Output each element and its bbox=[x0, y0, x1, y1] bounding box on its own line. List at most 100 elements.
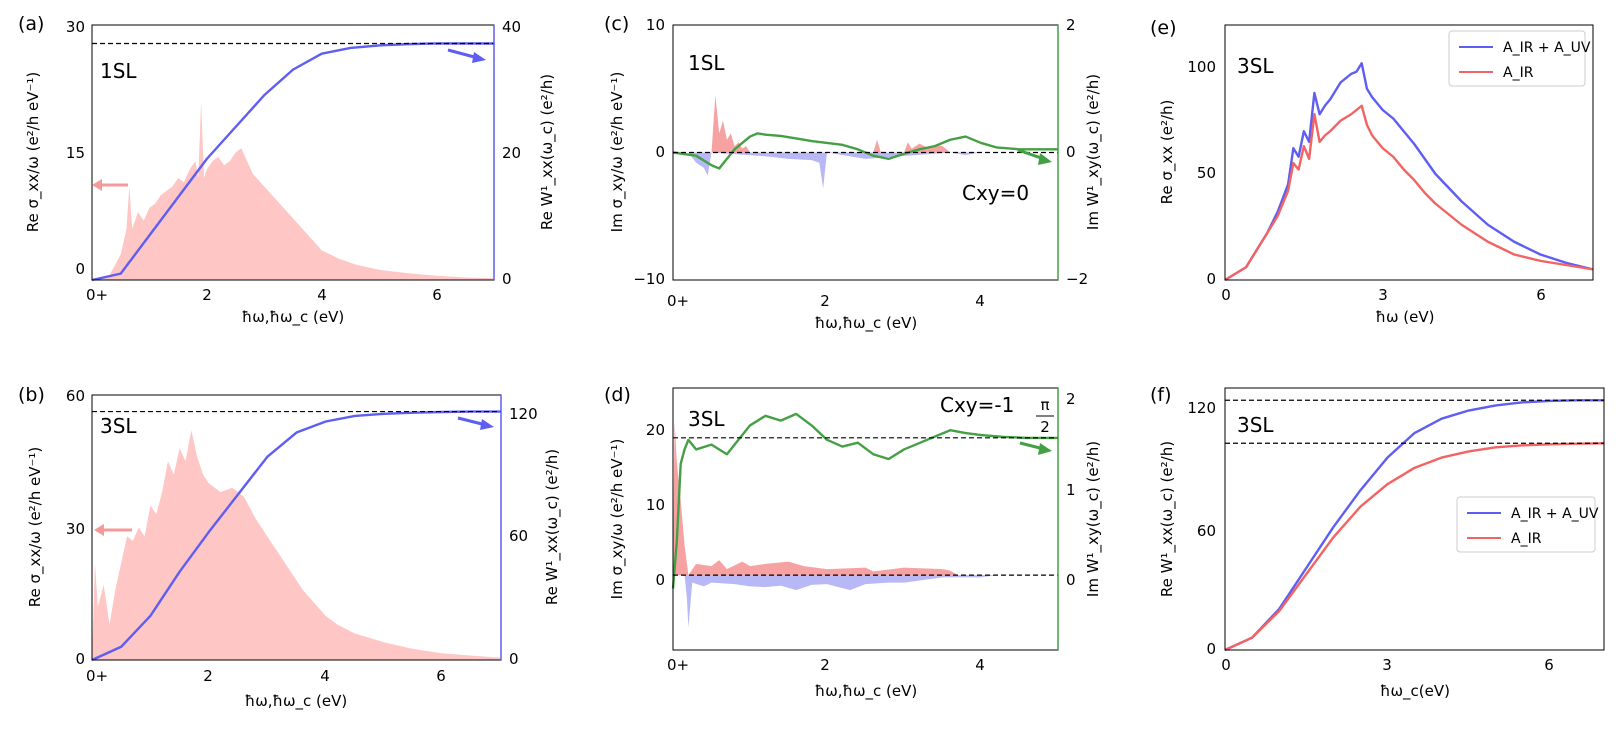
panel-b-series-re-w1xx-c- bbox=[91, 410, 501, 662]
panel-e-xtick-0: 0 bbox=[1221, 286, 1231, 304]
panel-b-xtick-3: 6 bbox=[436, 667, 446, 685]
panel-c: (c) 1SL Cxy=0 −10 0 10 −2 0 2 0+ 2 4 ħω,… bbox=[604, 13, 1103, 333]
panel-a: (a) 1SL 0 15 30 0 20 40 0+ 2 4 6 ħω,ħω_c… bbox=[18, 13, 557, 327]
panel-b-ytick-right-2: 120 bbox=[509, 405, 538, 423]
panel-c-chern-label: Cxy=0 bbox=[962, 181, 1029, 205]
panel-a-xtick-0: 0+ bbox=[86, 286, 108, 304]
panel-a-ytick-left-1: 15 bbox=[66, 144, 85, 162]
panel-a-series-re-w1xx-c- bbox=[91, 42, 494, 282]
panel-b-ytick-left-1: 30 bbox=[66, 520, 85, 538]
panel-b-xtick-2: 4 bbox=[320, 667, 330, 685]
panel-a-ylabel-right: Re W¹_xx(ω_c) (e²/h) bbox=[538, 74, 557, 230]
panel-b-plot-area bbox=[91, 410, 501, 662]
panel-d-xlabel: ħω,ħω_c (eV) bbox=[815, 682, 917, 701]
panel-d-ytick-right-2: 2 bbox=[1066, 390, 1076, 408]
panel-f-series-a-ir-a-uv bbox=[1224, 399, 1604, 652]
panel-c-series-im-xy-positive- bbox=[711, 95, 951, 153]
panel-e-note: 3SL bbox=[1237, 54, 1274, 78]
panel-f-xlabel: ħω_c(eV) bbox=[1380, 682, 1450, 701]
panel-f-xtick-0: 0 bbox=[1221, 656, 1231, 674]
panel-b-series-re-xx- bbox=[92, 430, 501, 660]
panel-c-ytick-left-0: −10 bbox=[633, 270, 665, 288]
panel-e-ytick-1: 50 bbox=[1197, 164, 1216, 182]
panel-a-ytick-left-2: 30 bbox=[66, 18, 85, 36]
panel-f-xtick-1: 3 bbox=[1382, 656, 1392, 674]
panel-a-plot-area bbox=[91, 42, 494, 282]
panel-c-xtick-0: 0+ bbox=[667, 292, 689, 310]
panel-e-xlabel: ħω (eV) bbox=[1376, 308, 1435, 326]
panel-d-ytick-left-1: 10 bbox=[646, 496, 665, 514]
panel-d-note: 3SL bbox=[688, 407, 725, 431]
panel-c-tag: (c) bbox=[604, 13, 629, 35]
panel-c-series-im-xy-negative- bbox=[688, 152, 981, 189]
panel-e-ylabel: Re σ_xx (e²/h) bbox=[1158, 100, 1177, 205]
panel-a-xtick-1: 2 bbox=[202, 286, 212, 304]
panel-e-series-a-ir-a-uv bbox=[1224, 62, 1594, 282]
panel-e-plot-area bbox=[1224, 62, 1594, 282]
panel-d-series-im-xy-negative- bbox=[684, 575, 997, 628]
panel-e-xtick-2: 6 bbox=[1536, 286, 1546, 304]
panel-f-frame bbox=[1224, 387, 1605, 651]
panel-b-left-arrow-head bbox=[94, 524, 104, 536]
panel-f-legend-label-0: A_IR + A_UV bbox=[1511, 506, 1599, 522]
panel-c-ytick-right-1: 0 bbox=[1066, 143, 1076, 161]
panel-f-ylabel: Re W¹_xx(ω_c) (e²/h) bbox=[1158, 441, 1177, 597]
panel-e-xtick-1: 3 bbox=[1378, 286, 1388, 304]
panel-b-tag: (b) bbox=[18, 384, 45, 406]
panel-f-tag: (f) bbox=[1150, 384, 1172, 406]
panel-f-ytick-2: 120 bbox=[1187, 399, 1216, 417]
panel-b-ytick-right-1: 60 bbox=[509, 527, 528, 545]
panel-e-legend-label-1: A_IR bbox=[1503, 65, 1534, 81]
panel-b-ytick-left-2: 60 bbox=[66, 387, 85, 405]
panel-f-series-a-ir bbox=[1224, 442, 1605, 652]
panel-d-ytick-left-2: 20 bbox=[646, 421, 665, 439]
panel-d-ytick-left-0: 0 bbox=[655, 571, 665, 589]
panel-d-series-im-w1xy-c- bbox=[671, 412, 1058, 589]
panel-a-series-re-xx- bbox=[92, 101, 494, 280]
panel-f-plot-area bbox=[1224, 399, 1605, 652]
panel-d-xtick-2: 4 bbox=[975, 656, 985, 674]
panel-c-ytick-right-2: 2 bbox=[1066, 16, 1076, 34]
panel-c-ytick-left-2: 10 bbox=[646, 16, 665, 34]
panel-d-xtick-0: 0+ bbox=[667, 656, 689, 674]
panel-f-note: 3SL bbox=[1237, 413, 1274, 437]
panel-c-note: 1SL bbox=[688, 51, 725, 75]
panel-d-tag: (d) bbox=[604, 384, 631, 406]
panel-c-xlabel: ħω,ħω_c (eV) bbox=[815, 314, 917, 333]
panel-d-ylabel-right: Im W¹_xy(ω_c) (e²/h) bbox=[1084, 441, 1103, 597]
panel-d-pi-denominator: 2 bbox=[1040, 418, 1050, 436]
panel-d-chern-label: Cxy=-1 bbox=[940, 393, 1014, 417]
panel-e-ytick-2: 100 bbox=[1187, 58, 1216, 76]
panel-b-ylabel-left: Re σ_xx/ω (e²/h eV⁻¹) bbox=[26, 447, 45, 608]
panel-b-xtick-1: 2 bbox=[203, 667, 213, 685]
panel-a-right-arrow bbox=[447, 48, 479, 60]
panel-c-plot-area bbox=[672, 95, 1058, 189]
panel-a-ytick-right-2: 40 bbox=[502, 18, 521, 36]
panel-a-xlabel: ħω,ħω_c (eV) bbox=[242, 308, 344, 327]
panel-c-series-im-w1xy-c- bbox=[672, 132, 1058, 170]
panel-e-frame bbox=[1224, 24, 1594, 281]
panel-d-frame bbox=[672, 387, 1059, 651]
panel-c-ylabel-right: Im W¹_xy(ω_c) (e²/h) bbox=[1084, 74, 1103, 230]
panel-f-legend-label-1: A_IR bbox=[1511, 531, 1542, 547]
panel-c-ytick-left-1: 0 bbox=[655, 143, 665, 161]
panel-a-xtick-3: 6 bbox=[432, 286, 442, 304]
panel-f-ytick-1: 60 bbox=[1197, 522, 1216, 540]
panel-b: (b) 3SL 0 30 60 0 60 120 0+ 2 4 6 ħω,ħω_… bbox=[18, 384, 562, 711]
panel-f: (f) 3SL A_IR + A_UV A_IR 0 60 120 0 3 6 … bbox=[1150, 384, 1605, 701]
panel-a-tag: (a) bbox=[18, 13, 44, 35]
panel-e-legend-label-0: A_IR + A_UV bbox=[1503, 40, 1591, 56]
panel-d-ytick-right-1: 1 bbox=[1066, 481, 1076, 499]
panel-d-right-arrow-head bbox=[1038, 443, 1052, 455]
panel-e-series-a-ir bbox=[1224, 104, 1594, 282]
panel-b-xlabel: ħω,ħω_c (eV) bbox=[245, 692, 347, 711]
panel-b-ytick-left-0: 0 bbox=[75, 650, 85, 668]
panel-e-legend: A_IR + A_UV A_IR bbox=[1448, 30, 1591, 87]
panel-e-tag: (e) bbox=[1150, 17, 1177, 39]
panel-d-plot-area bbox=[671, 412, 1058, 628]
panel-a-ytick-right-1: 20 bbox=[502, 144, 521, 162]
panel-a-ylabel-left: Re σ_xx/ω (e²/h eV⁻¹) bbox=[24, 72, 43, 233]
panel-c-ylabel-left: Im σ_xy/ω (e²/h eV⁻¹) bbox=[608, 72, 627, 233]
panel-a-ytick-right-0: 0 bbox=[502, 270, 512, 288]
panel-a-right-arrow-head bbox=[472, 52, 486, 63]
